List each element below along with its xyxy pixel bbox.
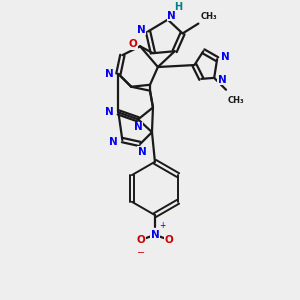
Text: +: +: [159, 221, 165, 230]
Text: CH₃: CH₃: [200, 12, 217, 21]
Text: N: N: [137, 25, 146, 34]
Text: CH₃: CH₃: [228, 96, 244, 105]
Text: O: O: [164, 235, 173, 245]
Text: N: N: [105, 107, 114, 117]
Text: N: N: [221, 52, 230, 62]
Text: N: N: [134, 122, 142, 132]
Text: −: −: [137, 248, 145, 258]
Text: N: N: [218, 75, 226, 85]
Text: O: O: [129, 39, 138, 49]
Text: O: O: [137, 235, 146, 245]
Text: N: N: [138, 147, 146, 157]
Text: N: N: [105, 69, 114, 79]
Text: N: N: [167, 11, 176, 21]
Text: H: H: [174, 2, 182, 12]
Text: N: N: [151, 230, 159, 240]
Text: N: N: [109, 137, 118, 147]
